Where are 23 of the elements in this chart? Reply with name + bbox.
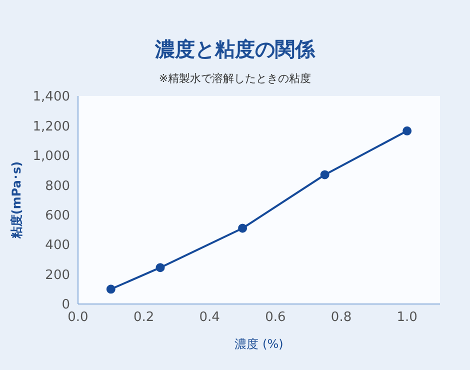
chart-title: 濃度と粘度の関係 bbox=[154, 36, 316, 63]
y-axis-title: 粘度(mPa･s) bbox=[9, 161, 24, 240]
x-tick-label: 0.4 bbox=[199, 310, 220, 326]
y-tick-label: 1,000 bbox=[32, 149, 70, 164]
x-tick-label: 0.6 bbox=[265, 310, 286, 326]
y-tick-label: 600 bbox=[45, 208, 70, 224]
y-tick-label: 800 bbox=[45, 178, 70, 194]
y-tick-label: 200 bbox=[45, 268, 70, 283]
x-tick-label: 0.0 bbox=[68, 310, 88, 326]
point bbox=[320, 170, 330, 180]
point bbox=[156, 263, 165, 272]
x-tick-label: 0.2 bbox=[133, 310, 154, 326]
point bbox=[238, 224, 248, 233]
y-tick-label: 400 bbox=[45, 238, 70, 254]
y-tick-label: 1,200 bbox=[32, 119, 70, 134]
x-axis-title: 濃度 (%) bbox=[234, 337, 284, 351]
point bbox=[106, 284, 116, 294]
point bbox=[402, 126, 412, 136]
chart-subtitle: ※精製水で溶解したときの粘度 bbox=[158, 71, 312, 86]
y-tick-label: 1,400 bbox=[32, 90, 70, 105]
x-tick-label: 1.0 bbox=[396, 310, 418, 326]
x-tick-label: 0.8 bbox=[330, 310, 352, 326]
y-tick-label: 0 bbox=[62, 298, 70, 313]
